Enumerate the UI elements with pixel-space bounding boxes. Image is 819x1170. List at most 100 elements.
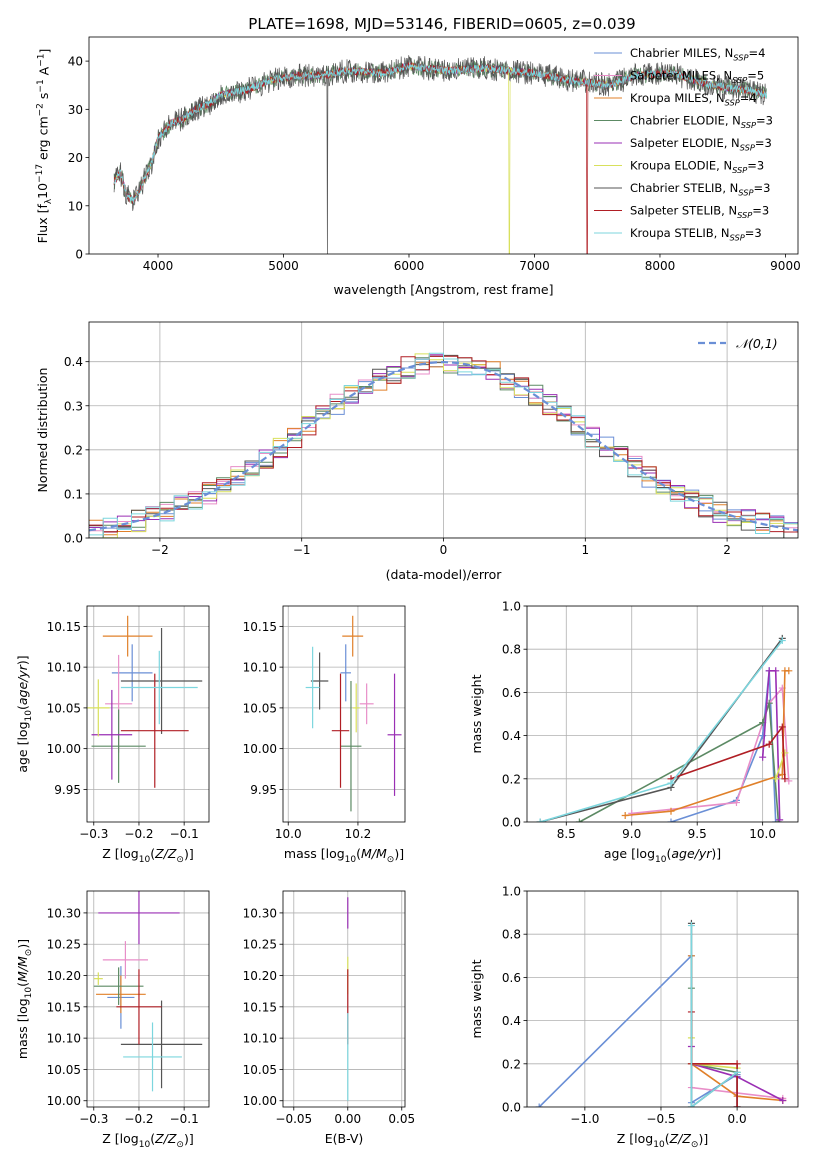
x-axis-label: Z [log10(Z/Z⊙)] — [102, 1131, 193, 1150]
weight-line — [538, 953, 738, 1107]
legend-entry: 𝒩(0,1) — [736, 336, 778, 351]
figure-title: PLATE=1698, MJD=53146, FIBERID=0605, z=0… — [248, 15, 635, 33]
plot-area — [527, 891, 798, 1107]
x-tick-label: 0.0 — [728, 1112, 747, 1126]
x-tick-label: 7000 — [519, 259, 550, 273]
y-tick-label: 10.10 — [47, 1032, 81, 1046]
y-axis-label: Normed distribution — [35, 368, 50, 493]
legend-entry: Kroupa ELODIE, NSSP=3 — [630, 159, 764, 175]
x-tick-label: −0.3 — [79, 827, 108, 841]
axes-overlay: −0.05 0.00 0.05 10.00 10.05 10.10 10.15 10.20 10… — [243, 890, 415, 1126]
legend-entry: Salpeter MILES, NSSP=5 — [630, 69, 764, 85]
error-bar-point — [305, 646, 320, 729]
y-tick-label: 10.15 — [47, 620, 81, 634]
y-tick-label: 0.6 — [502, 686, 521, 700]
axes-spectrum: 4000 5000 6000 7000 8000 9000 0 10 20 30 40 — [68, 36, 801, 273]
y-tick-label: 10.10 — [243, 1032, 277, 1046]
y-tick-label: 0.6 — [502, 971, 521, 985]
x-tick-label: −0.1 — [170, 1112, 199, 1126]
error-bar-point — [352, 683, 360, 733]
weight-marker — [667, 779, 675, 787]
legend-entry: Kroupa STELIB, NSSP=3 — [630, 226, 762, 242]
plot-area — [283, 891, 405, 1107]
y-tick-label: 10 — [68, 199, 83, 213]
x-tick-label: 8000 — [645, 259, 676, 273]
y-tick-label: 0.0 — [64, 532, 83, 546]
y-tick-label: 0.3 — [64, 399, 83, 413]
y-tick-label: 0 — [75, 248, 83, 262]
axes-overlay: −2 −1 0 1 2 0.0 0.1 0.2 0.3 0.4 — [64, 321, 799, 557]
x-tick-label: 4000 — [143, 259, 174, 273]
weight-marker — [785, 667, 793, 675]
axes-residuals: −2 −1 0 1 2 0.0 0.1 0.2 0.3 0.4 — [64, 321, 799, 557]
weight-marker — [575, 818, 583, 822]
y-tick-label: 0.4 — [502, 1014, 521, 1028]
histogram-step — [102, 353, 798, 538]
axes-frame — [526, 605, 799, 823]
y-tick-label: 0.2 — [64, 443, 83, 457]
weight-marker — [781, 749, 789, 757]
weight-marker — [535, 1103, 543, 1107]
error-bar-point — [342, 615, 364, 657]
y-tick-label: 10.05 — [243, 701, 277, 715]
legend-entry: Kroupa MILES, NSSP=4 — [630, 91, 757, 107]
x-axis-label: Z [log10(Z/Z⊙)] — [102, 846, 193, 865]
y-tick-label: 10.10 — [243, 661, 277, 675]
weight-marker — [779, 1097, 787, 1105]
x-tick-label: −0.05 — [275, 1112, 312, 1126]
weight-line — [670, 724, 786, 780]
y-tick-label: 10.30 — [243, 906, 277, 920]
weight-marker — [778, 637, 786, 645]
weight-marker — [776, 816, 784, 822]
weight-marker — [687, 922, 695, 930]
y-tick-label: 0.4 — [64, 355, 83, 369]
legend-entry: Chabrier ELODIE, NSSP=3 — [630, 114, 773, 130]
y-tick-label: 9.95 — [54, 783, 81, 797]
weight-marker — [621, 812, 629, 820]
y-axis-label: Flux [fλ10−17 erg cm−2 s−1 A−1] — [35, 49, 54, 244]
y-tick-label: 1.0 — [502, 885, 521, 899]
plot-area — [87, 606, 209, 822]
x-axis-label: age [log10(age/yr)] — [604, 846, 721, 865]
weight-line — [690, 988, 738, 1074]
x-tick-label: −1 — [293, 543, 311, 557]
plot-area — [87, 891, 209, 1107]
weight-marker — [781, 775, 789, 783]
weight-marker — [667, 818, 675, 822]
error-bar-point — [111, 644, 153, 702]
x-tick-label: 0 — [440, 543, 448, 557]
axes-age_vs_mass: 10.0 10.2 9.95 10.00 10.05 10.10 10.15 — [243, 605, 406, 841]
x-tick-label: 10.0 — [275, 827, 302, 841]
axes-overlay: −1.0 −0.5 0.0 0.0 0.2 0.4 0.6 0.8 1.0 — [502, 885, 799, 1126]
error-bar-point — [120, 673, 189, 788]
error-bar-point — [102, 941, 148, 979]
weight-marker — [733, 1103, 741, 1107]
y-tick-label: 10.00 — [47, 1094, 81, 1108]
y-tick-label: 0.1 — [64, 487, 83, 501]
axes-mass_vs_EBV: −0.05 0.00 0.05 10.00 10.05 10.10 10.15 10.20 10… — [243, 890, 415, 1126]
x-tick-label: −0.2 — [124, 1112, 153, 1126]
weight-marker — [772, 667, 780, 675]
x-tick-label: 2 — [723, 543, 731, 557]
axes-mass_weight_vs_age: 8.5 9.0 9.5 10.0 0.0 0.2 0.4 0.6 0.8 1.0 — [502, 600, 799, 841]
y-tick-label: 10.15 — [243, 620, 277, 634]
y-tick-label: 0.2 — [502, 1057, 521, 1071]
axes-mass_weight_vs_Z: −1.0 −0.5 0.0 0.0 0.2 0.4 0.6 0.8 1.0 — [502, 885, 799, 1126]
y-tick-label: 40 — [68, 55, 83, 69]
plot-area — [89, 322, 798, 538]
legend-entry: Chabrier STELIB, NSSP=3 — [630, 181, 770, 197]
weight-marker — [785, 777, 793, 785]
y-tick-label: 10.20 — [47, 969, 81, 983]
weight-marker — [772, 775, 780, 783]
y-tick-label: 10.25 — [47, 938, 81, 952]
x-tick-label: 6000 — [394, 259, 425, 273]
axes-frame — [86, 890, 210, 1108]
x-tick-label: 9.5 — [688, 827, 707, 841]
error-bar-point — [387, 673, 402, 796]
weight-marker — [733, 1068, 741, 1076]
x-tick-label: −1.0 — [570, 1112, 599, 1126]
spectrum-line — [113, 55, 767, 254]
x-tick-label: −0.3 — [79, 1112, 108, 1126]
y-tick-label: 10.20 — [243, 969, 277, 983]
